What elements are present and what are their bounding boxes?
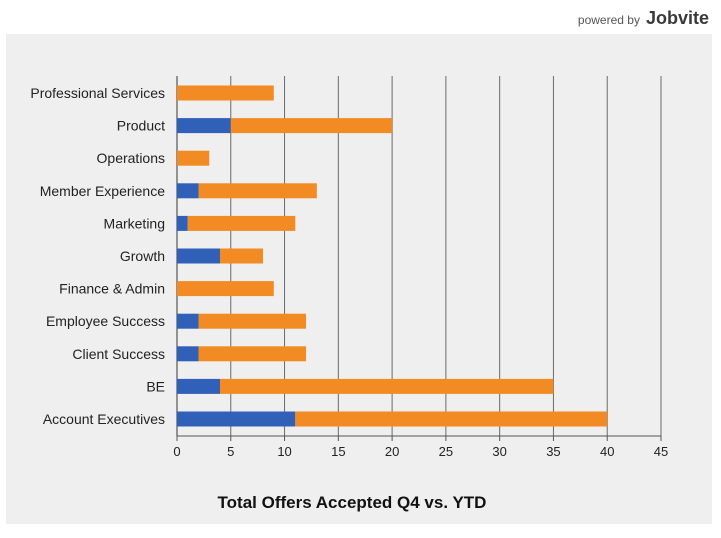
bar-segment bbox=[177, 85, 274, 101]
bar-segment bbox=[177, 378, 221, 394]
category-label: Member Experience bbox=[40, 183, 165, 199]
bar-segment bbox=[177, 118, 231, 134]
bar-segment bbox=[220, 248, 264, 264]
x-tick-label: 25 bbox=[439, 444, 453, 459]
powered-by-text: powered by bbox=[577, 13, 640, 27]
x-tick-label: 40 bbox=[600, 444, 614, 459]
category-label: Employee Success bbox=[46, 313, 165, 329]
chart-panel bbox=[6, 34, 712, 524]
bar-segment bbox=[177, 313, 199, 329]
bar-segment bbox=[198, 313, 307, 329]
bar-segment bbox=[177, 346, 199, 362]
x-tick-label: 35 bbox=[546, 444, 560, 459]
category-labels: Professional Services Product Operations Me… bbox=[30, 85, 165, 427]
bar-segment bbox=[177, 183, 199, 199]
x-tick-label: 5 bbox=[227, 444, 234, 459]
category-label: Professional Services bbox=[30, 85, 165, 101]
jobvite-logo: Jobvite bbox=[645, 8, 709, 28]
category-label: Operations bbox=[97, 150, 165, 166]
bar-segment bbox=[177, 150, 210, 166]
bar-segment bbox=[230, 118, 393, 134]
bar-segment bbox=[177, 248, 221, 264]
bar-segment bbox=[177, 281, 274, 297]
category-label: Product bbox=[117, 118, 165, 134]
category-label: BE bbox=[146, 378, 165, 394]
x-tick-label: 45 bbox=[654, 444, 668, 459]
bar-segment bbox=[198, 183, 317, 199]
bar-segment bbox=[198, 346, 307, 362]
powered-by-brand: powered by Jobvite bbox=[578, 8, 709, 29]
category-label: Marketing bbox=[104, 215, 165, 231]
x-tick-label: 15 bbox=[331, 444, 345, 459]
bar-segment bbox=[177, 215, 188, 231]
category-label: Finance & Admin bbox=[59, 281, 165, 297]
category-label: Client Success bbox=[72, 346, 165, 362]
x-axis-ticks: 0 5 10 15 20 25 30 35 40 45 bbox=[173, 436, 668, 459]
bar-segment bbox=[295, 411, 608, 427]
grid-lines bbox=[176, 76, 662, 437]
bar-segment bbox=[177, 411, 296, 427]
x-tick-label: 30 bbox=[492, 444, 506, 459]
x-tick-label: 10 bbox=[277, 444, 291, 459]
x-tick-label: 0 bbox=[173, 444, 180, 459]
chart-title: Total Offers Accepted Q4 vs. YTD bbox=[218, 493, 487, 512]
x-tick-label: 20 bbox=[385, 444, 399, 459]
bar-segment bbox=[220, 378, 554, 394]
bar-segment bbox=[187, 215, 296, 231]
bars bbox=[177, 85, 608, 427]
category-label: Growth bbox=[120, 248, 165, 264]
category-label: Account Executives bbox=[43, 411, 165, 427]
